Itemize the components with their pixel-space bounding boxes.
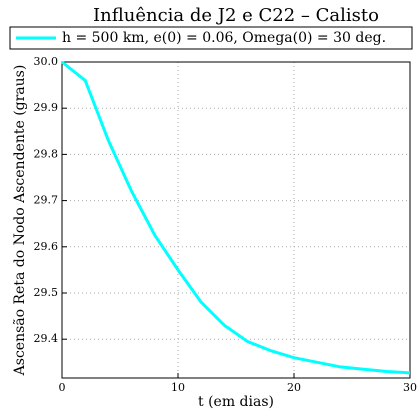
data-line	[61, 60, 411, 375]
y-tick-label: 29.9	[34, 101, 59, 114]
x-tick-label: 20	[287, 381, 301, 394]
y-tick-label: 29.7	[34, 194, 59, 207]
plot-frame	[61, 61, 411, 379]
y-tick-label: 29.5	[34, 286, 59, 299]
y-axis-label: Ascensão Reta do Nodo Ascendente (graus)	[12, 65, 28, 377]
x-tick-label: 30	[403, 381, 417, 394]
x-tick-label: 10	[171, 381, 185, 394]
chart-title: Influência de J2 e C22 – Calisto	[93, 5, 379, 26]
y-tick-label: 29.8	[34, 147, 59, 160]
x-axis-label: t (em dias)	[198, 394, 274, 410]
x-tick-label: 0	[59, 381, 66, 394]
y-tick-label: 29.4	[34, 332, 59, 345]
legend-box	[9, 26, 413, 50]
y-tick-label: 29.6	[34, 240, 59, 253]
legend-label: h = 500 km, e(0) = 0.06, Omega(0) = 30 d…	[62, 30, 386, 46]
y-tick-label: 30.0	[34, 55, 59, 68]
